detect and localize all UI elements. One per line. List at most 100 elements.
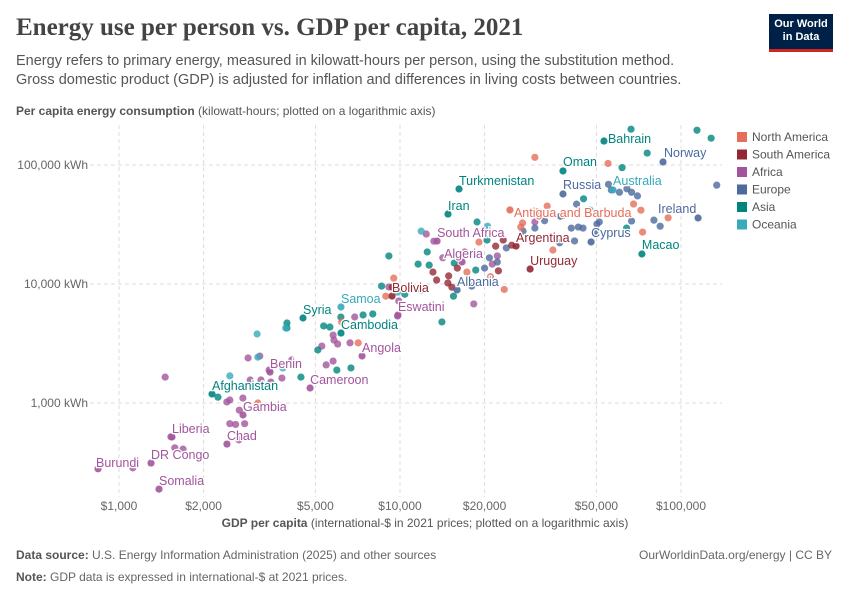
labeled-data-point <box>394 311 402 319</box>
data-point <box>531 224 539 232</box>
data-point <box>417 286 425 294</box>
data-point <box>338 318 346 326</box>
labeled-data-point <box>559 167 567 175</box>
data-point <box>326 323 334 331</box>
point-label: Macao <box>642 238 680 252</box>
y-axis-label-rest: (kilowatt-hours; plotted on a logarithmi… <box>194 104 436 118</box>
labeled-data-point <box>453 286 461 294</box>
labeled-data-point <box>512 242 520 250</box>
point-label: Afghanistan <box>212 379 278 393</box>
data-point <box>483 236 491 244</box>
labeled-data-point <box>266 368 274 376</box>
data-point <box>253 330 261 338</box>
y-tick-label: 1,000 kWh <box>31 396 88 410</box>
data-point <box>633 192 642 200</box>
credit-link[interactable]: OurWorldinData.org/energy | CC BY <box>639 548 832 562</box>
x-tick-label: $100,000 <box>656 499 706 513</box>
labeled-data-point <box>223 440 231 448</box>
legend-swatch <box>737 202 747 212</box>
point-label: Cambodia <box>341 318 398 332</box>
data-point <box>214 393 222 401</box>
data-point <box>643 149 651 157</box>
owid-logo[interactable]: Our World in Data <box>769 14 833 52</box>
data-point <box>629 200 638 208</box>
data-point <box>382 292 390 300</box>
data-point <box>637 206 645 214</box>
chart-title: Energy use per person vs. GDP per capita… <box>16 14 524 41</box>
point-label: Norway <box>664 146 707 160</box>
data-point <box>129 464 137 472</box>
data-point <box>254 399 262 407</box>
data-point <box>393 288 402 296</box>
data-point <box>618 164 626 172</box>
labeled-data-point <box>638 250 646 258</box>
point-label: Gambia <box>243 400 287 414</box>
legend-swatch <box>737 184 747 195</box>
data-point <box>354 339 362 347</box>
labeled-data-point <box>306 384 314 392</box>
data-point <box>359 311 367 319</box>
data-point <box>385 252 393 260</box>
data-point <box>347 364 355 372</box>
data-point <box>494 267 503 275</box>
legend-entry: Europe <box>752 183 791 197</box>
data-point <box>572 200 581 208</box>
labeled-data-point <box>659 158 667 166</box>
data-point <box>556 239 564 247</box>
x-axis-label-bold: GDP per capita <box>221 516 308 530</box>
labeled-data-point <box>388 292 396 300</box>
point-label: Cameroon <box>310 373 368 387</box>
legend-swatch <box>737 132 747 142</box>
legend-swatch <box>737 149 747 160</box>
data-point <box>461 248 469 256</box>
data-point <box>579 195 588 203</box>
data-point <box>239 394 247 402</box>
data-point <box>480 264 489 272</box>
legend-entry: Africa <box>752 165 783 179</box>
data-point <box>433 276 441 284</box>
point-label: Eswatini <box>398 300 445 314</box>
data-point <box>627 188 636 196</box>
data-point <box>171 444 179 452</box>
point-label: Bahrain <box>608 132 651 146</box>
data-point <box>369 310 377 318</box>
data-point <box>492 242 500 250</box>
data-point <box>278 374 286 382</box>
legend-entry: North America <box>752 130 828 144</box>
source-text[interactable]: U.S. Energy Information Administration (… <box>92 548 437 562</box>
legend-entry: Oceania <box>752 218 797 232</box>
data-point <box>693 126 701 134</box>
data-point <box>425 261 433 269</box>
x-tick-label: $2,000 <box>185 499 222 513</box>
data-point <box>604 180 613 188</box>
x-tick-label: $10,000 <box>378 499 422 513</box>
labeled-data-point <box>609 186 617 194</box>
data-point <box>463 268 471 276</box>
x-axis-label: GDP per capita (international-$ in 2021 … <box>0 516 850 530</box>
data-point <box>493 252 501 260</box>
data-point <box>622 224 631 232</box>
labeled-data-point <box>600 137 608 145</box>
data-point <box>417 227 425 235</box>
point-label: Turkmenistan <box>459 174 534 188</box>
legend-swatch <box>737 219 747 230</box>
data-point <box>453 264 461 272</box>
point-label: Australia <box>613 174 662 188</box>
labeled-data-point <box>168 433 176 441</box>
data-point <box>543 202 551 210</box>
y-axis-label: Per capita energy consumption (kilowatt-… <box>16 104 436 118</box>
x-tick-label: $5,000 <box>297 499 334 513</box>
labeled-data-point <box>94 465 102 473</box>
legend-entry: South America <box>752 148 830 162</box>
labeled-data-point <box>506 206 514 214</box>
legend-entry: Asia <box>752 200 776 214</box>
point-label: Burundi <box>96 456 139 470</box>
data-point <box>246 376 254 384</box>
data-point <box>241 420 249 428</box>
data-point <box>329 357 337 365</box>
data-point <box>485 254 493 262</box>
data-point <box>586 206 594 214</box>
data-point <box>282 324 290 332</box>
data-point <box>531 153 539 161</box>
data-point <box>650 216 658 224</box>
